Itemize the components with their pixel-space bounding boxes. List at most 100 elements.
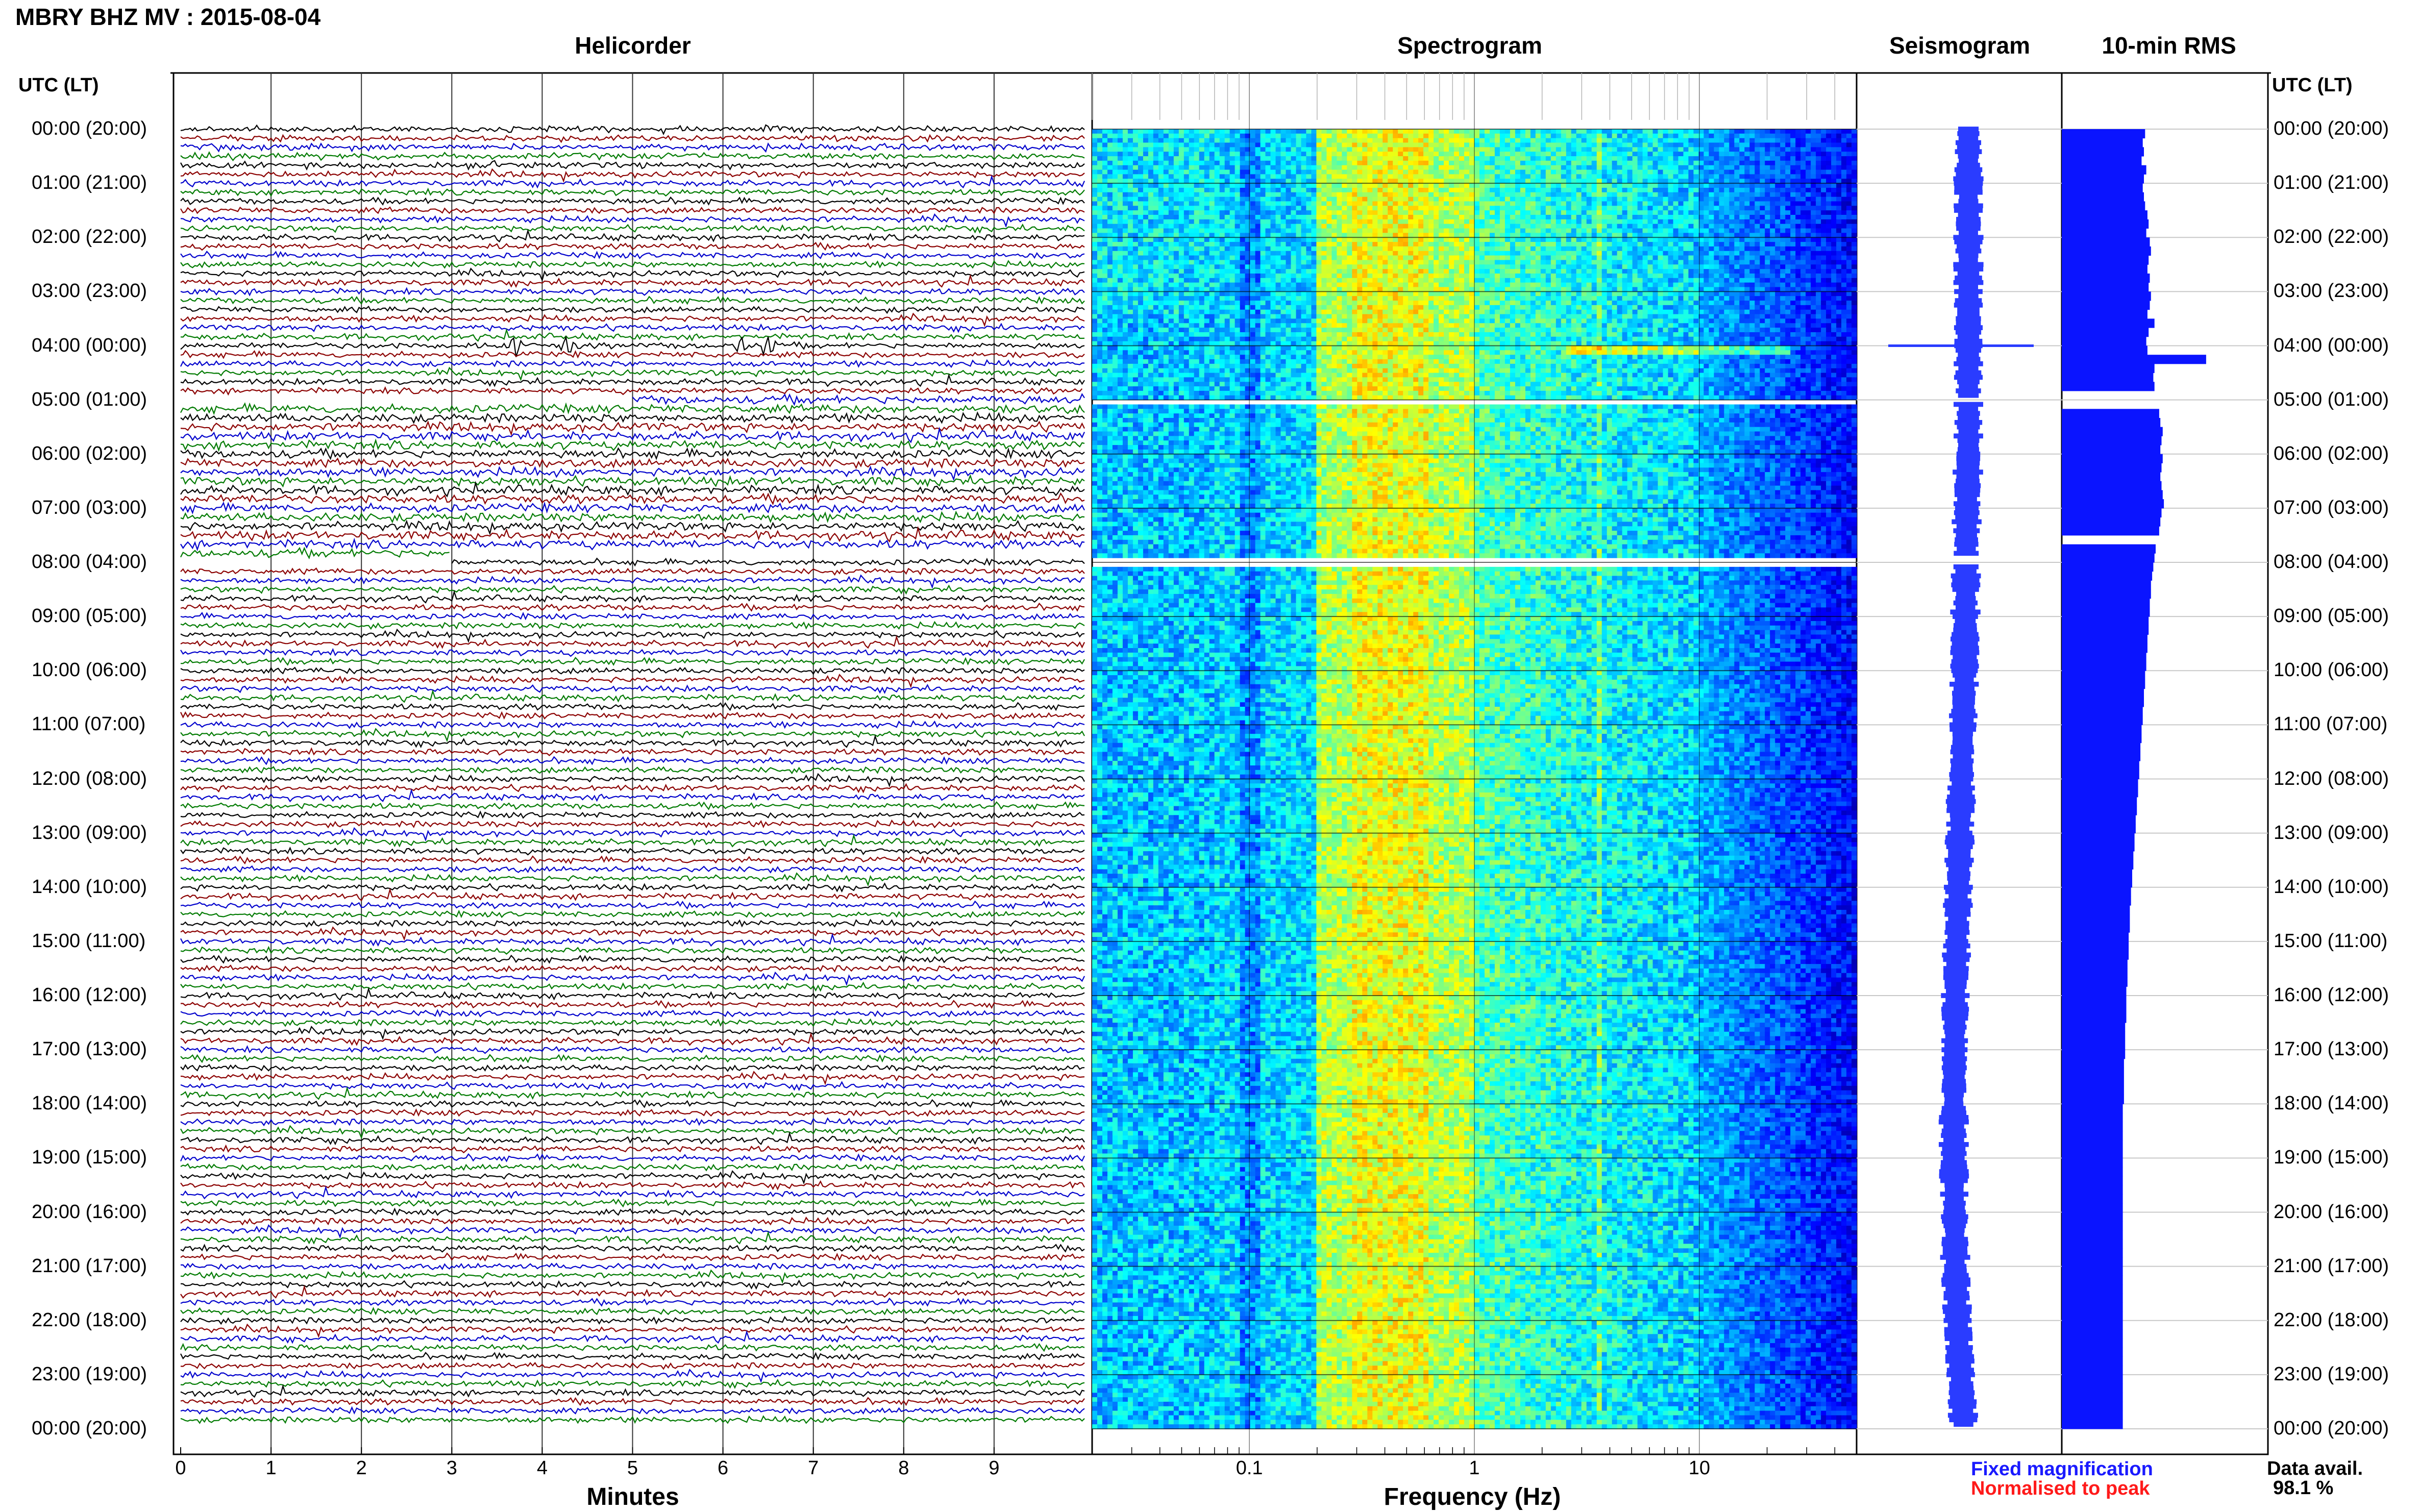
rms-bar	[2062, 626, 2149, 635]
rms-bar	[2062, 1311, 2123, 1321]
rms-bar	[2062, 1194, 2123, 1203]
rms-bar	[2062, 202, 2145, 211]
rms-bar	[2062, 716, 2143, 725]
rms-bar	[2062, 1059, 2124, 1068]
rms-bar	[2062, 671, 2145, 680]
data-avail-label: Data avail.	[2267, 1458, 2363, 1479]
rms-bar	[2062, 1086, 2124, 1095]
rms-bar	[2062, 129, 2145, 138]
rms-bar	[2062, 291, 2151, 301]
rms-bar	[2062, 1176, 2123, 1185]
rms-bar	[2062, 1384, 2123, 1393]
rms-bar	[2062, 1221, 2123, 1230]
rms-bar	[2062, 156, 2141, 165]
rms-bar	[2062, 635, 2148, 644]
rms-bar	[2062, 1013, 2127, 1023]
rms-bar	[2062, 698, 2144, 707]
rms-bar	[2062, 318, 2155, 328]
rms-bar	[2062, 996, 2127, 1005]
rms-bar	[2062, 1095, 2124, 1104]
rms-bar	[2062, 599, 2150, 608]
helicorder-x-tick: 2	[356, 1457, 367, 1479]
rms-bar	[2062, 1040, 2125, 1050]
helicorder-x-label: Minutes	[586, 1483, 679, 1511]
rms-bar	[2062, 147, 2144, 156]
rms-bar	[2062, 1411, 2123, 1420]
rms-bar	[2062, 1302, 2123, 1311]
spectrogram-x-tick: 0.1	[1236, 1457, 1263, 1479]
rms-bar	[2062, 607, 2150, 616]
rms-bar	[2062, 310, 2148, 319]
rms-bar	[2062, 219, 2149, 229]
rms-bar	[2062, 860, 2133, 870]
rms-bar	[2062, 878, 2132, 887]
rms-bar	[2062, 1402, 2123, 1411]
rms-bar	[2062, 508, 2162, 517]
rms-bar	[2062, 364, 2155, 373]
rms-bar	[2062, 951, 2129, 960]
rms-bar	[2062, 914, 2130, 924]
rms-bar	[2062, 986, 2127, 996]
rms-bar	[2062, 246, 2151, 256]
rms-bar	[2062, 896, 2131, 905]
rms-bar	[2062, 662, 2146, 671]
rms-bar	[2062, 1248, 2123, 1257]
rms-bar	[2062, 770, 2139, 779]
rms-bar	[2062, 887, 2131, 897]
rms-bar	[2062, 932, 2129, 941]
rms-bar	[2062, 409, 2159, 418]
legend-fixed-magnification: Fixed magnification	[1971, 1458, 2153, 1480]
rms-bar	[2062, 1357, 2123, 1366]
rms-bar	[2062, 779, 2138, 788]
rms-bar	[2062, 1375, 2123, 1384]
rms-bar	[2062, 680, 2145, 689]
rms-bar	[2062, 553, 2155, 562]
rms-bar	[2062, 1077, 2124, 1086]
rms-bar	[2062, 851, 2133, 860]
rms-bar	[2062, 328, 2149, 337]
rms-bar	[2062, 1230, 2123, 1240]
rms-bar	[2062, 418, 2160, 427]
rms-bar	[2062, 1185, 2123, 1194]
rms-bar	[2062, 653, 2146, 662]
rms-bar	[2062, 1140, 2123, 1149]
helicorder-x-tick: 6	[718, 1457, 728, 1479]
rms-bar	[2062, 237, 2150, 246]
helicorder-x-tick: 1	[266, 1457, 277, 1479]
rms-bar	[2062, 1023, 2125, 1032]
rms-bar	[2062, 1131, 2123, 1140]
helicorder-x-tick: 5	[627, 1457, 638, 1479]
helicorder-trace	[633, 394, 1085, 404]
rms-bar	[2062, 743, 2140, 752]
rms-bar	[2062, 806, 2137, 815]
rms-bar	[2062, 472, 2160, 481]
rms-bar	[2062, 454, 2163, 463]
rms-bar	[2062, 183, 2143, 192]
rms-bar	[2062, 544, 2156, 554]
rms-bar	[2062, 969, 2128, 978]
rms-bar	[2062, 1113, 2123, 1122]
rms-bar	[2062, 1294, 2123, 1303]
rms-bar	[2062, 283, 2149, 292]
rms-bar	[2062, 382, 2155, 391]
rms-bar	[2062, 761, 2139, 770]
rms-bar	[2062, 1068, 2124, 1077]
spectrogram-x-tick: 10	[1689, 1457, 1710, 1479]
rms-bar	[2062, 192, 2144, 202]
rms-bar	[2062, 301, 2150, 310]
rms-bar	[2062, 174, 2144, 183]
helicorder-x-tick: 8	[898, 1457, 909, 1479]
rms-bar	[2062, 959, 2128, 969]
rms-bar	[2062, 526, 2159, 535]
rms-bar	[2062, 978, 2128, 987]
rms-bar	[2062, 373, 2153, 382]
rms-bar	[2062, 1240, 2123, 1249]
rms-bar	[2062, 1158, 2123, 1167]
rms-bar	[2062, 274, 2150, 283]
helicorder-trace	[452, 558, 1084, 565]
helicorder-x-tick: 3	[447, 1457, 457, 1479]
rms-bar	[2062, 1212, 2123, 1222]
rms-bar	[2062, 1203, 2123, 1212]
rms-bar	[2062, 1321, 2123, 1330]
rms-plot	[2062, 129, 2268, 1429]
